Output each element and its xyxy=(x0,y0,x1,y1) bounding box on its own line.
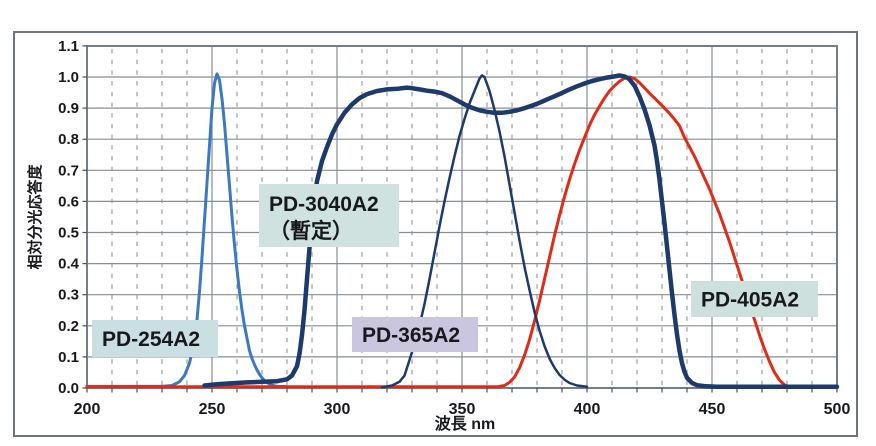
x-tick-label: 250 xyxy=(199,401,226,418)
x-tick-label: 300 xyxy=(324,401,351,418)
y-axis-title: 相対分光応答度 xyxy=(26,164,44,270)
series-label-box xyxy=(691,281,818,317)
series-label-pd-365a2: PD-365A2 xyxy=(352,317,478,352)
series-label-text: （暫定） xyxy=(269,219,353,243)
y-tick-label: 0.0 xyxy=(58,380,79,397)
x-tick-label: 200 xyxy=(74,401,101,418)
x-axis-title: 波長 nm xyxy=(435,414,495,433)
series-label-text: PD-405A2 xyxy=(701,289,799,312)
y-tick-label: 1.1 xyxy=(58,38,79,55)
axis-ticks xyxy=(82,45,838,393)
y-tick-label: 0.6 xyxy=(58,193,79,210)
curve-pd-405a2 xyxy=(85,75,791,389)
x-tick-label: 400 xyxy=(574,401,601,418)
series-label-text: PD-365A2 xyxy=(362,324,460,347)
tick-labels: 200 250 300 350 400 450 500 0.0 0.1 0.2 0.3 0.4 0.5 0… xyxy=(58,38,850,418)
series-label-text: PD-3040A2 xyxy=(269,193,379,216)
series-label-box xyxy=(352,317,478,352)
y-tick-label: 0.7 xyxy=(58,162,79,179)
figure-border xyxy=(13,31,858,437)
y-tick-label: 0.8 xyxy=(58,131,79,148)
x-tick-label: 450 xyxy=(699,401,726,418)
y-tick-label: 0.5 xyxy=(58,225,79,242)
y-tick-label: 0.2 xyxy=(58,318,79,335)
series-label-pd-254a2: PD-254A2 xyxy=(92,320,218,357)
series-labels: PD-254A2 PD-3040A2 （暫定） PD-365A2 PD-405A2 xyxy=(92,184,818,357)
x-tick-label: 350 xyxy=(449,401,476,418)
y-tick-label: 1.0 xyxy=(58,69,79,86)
series-label-text: PD-254A2 xyxy=(102,328,200,351)
y-tick-label: 0.4 xyxy=(58,256,80,273)
series-label-pd-405a2: PD-405A2 xyxy=(691,281,818,317)
y-tick-label: 0.1 xyxy=(58,349,79,366)
series-label-pd-3040a2: PD-3040A2 （暫定） xyxy=(259,184,399,247)
y-tick-label: 0.3 xyxy=(58,287,79,304)
y-tick-label: 0.9 xyxy=(58,100,79,117)
x-tick-label: 500 xyxy=(824,401,851,418)
series-label-box xyxy=(92,320,218,357)
curve-pd-365a2 xyxy=(380,74,589,389)
series-label-box xyxy=(259,184,399,247)
